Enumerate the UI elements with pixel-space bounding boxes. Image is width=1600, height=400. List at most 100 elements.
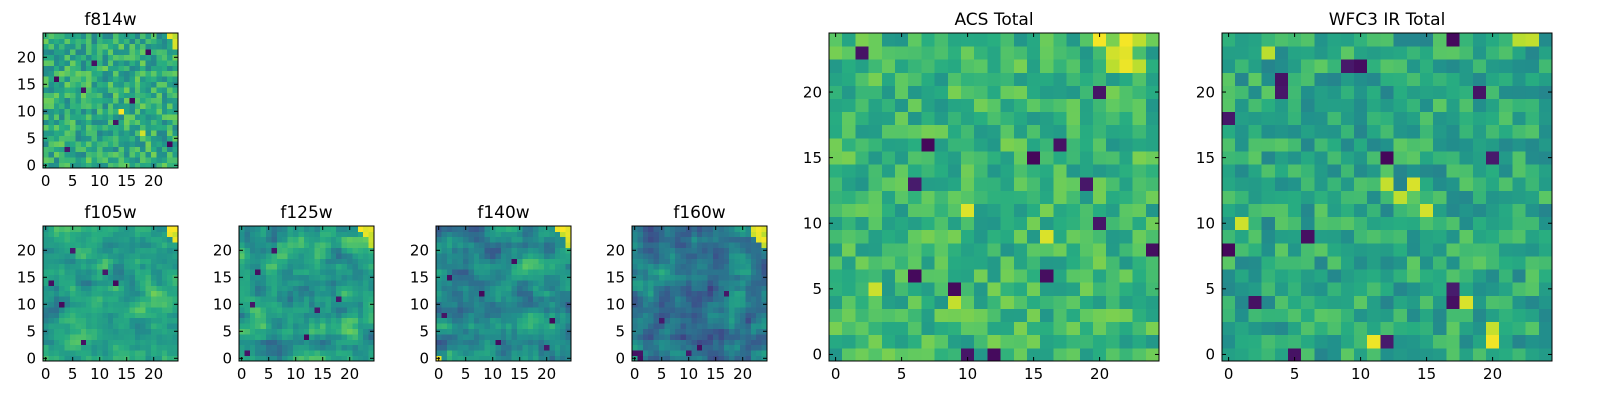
- heatmap-cell: [368, 317, 375, 324]
- heatmap-cell: [549, 226, 556, 232]
- heatmap-cell: [1027, 151, 1041, 165]
- heatmap-cell: [713, 323, 719, 329]
- heatmap-cell: [134, 253, 141, 259]
- heatmap-cell: [276, 280, 283, 286]
- heatmap-cell: [680, 263, 687, 270]
- heatmap-cell: [1433, 282, 1447, 296]
- heatmap-cell: [91, 269, 98, 275]
- heatmap-cell: [80, 312, 87, 319]
- heatmap-cell: [686, 231, 692, 238]
- heatmap-cell: [129, 92, 136, 99]
- heatmap-cell: [1459, 308, 1474, 323]
- heatmap-cell: [522, 312, 529, 319]
- heatmap-cell: [463, 301, 469, 308]
- heatmap-cell: [1525, 33, 1540, 47]
- heatmap-cell: [91, 258, 98, 265]
- heatmap-cell: [1053, 203, 1067, 218]
- heatmap-cell: [172, 60, 179, 66]
- heatmap-cell: [1261, 98, 1276, 113]
- heatmap-cell: [298, 231, 305, 238]
- heatmap-cell: [761, 344, 768, 351]
- heatmap-cell: [756, 274, 762, 281]
- heatmap-cell: [729, 274, 735, 281]
- heatmap-cell: [1459, 72, 1474, 86]
- x-tick-label: 10: [90, 365, 109, 383]
- heatmap-cell: [347, 247, 353, 254]
- heatmap-cell: [947, 334, 962, 349]
- heatmap-cell: [855, 229, 869, 244]
- heatmap-cell: [696, 312, 703, 319]
- heatmap-cell: [282, 269, 288, 275]
- heatmap-cell: [934, 295, 949, 309]
- heatmap-cell: [1274, 124, 1289, 139]
- heatmap-cell: [1472, 33, 1487, 47]
- heatmap-cell: [756, 301, 762, 308]
- heatmap-cell: [325, 328, 332, 335]
- heatmap-cell: [1106, 124, 1120, 139]
- heatmap-cell: [1222, 137, 1236, 152]
- heatmap-cell: [1486, 216, 1500, 231]
- heatmap-cell: [1132, 137, 1147, 152]
- heatmap-cell: [260, 328, 267, 335]
- heatmap-cell: [1079, 347, 1094, 362]
- heatmap-cell: [1433, 347, 1447, 362]
- heatmap-cell: [1288, 137, 1302, 152]
- heatmap-cell: [538, 350, 545, 356]
- heatmap-cell: [842, 321, 856, 336]
- heatmap-cell: [446, 274, 453, 281]
- heatmap-cell: [490, 236, 496, 243]
- heatmap-cell: [48, 290, 55, 297]
- heatmap-cell: [707, 274, 714, 281]
- heatmap-cell: [947, 203, 962, 218]
- heatmap-cell: [1248, 190, 1262, 204]
- heatmap-cell: [124, 323, 130, 329]
- heatmap-cell: [745, 274, 752, 281]
- heatmap-cell: [947, 269, 962, 283]
- heatmap-cell: [107, 162, 114, 169]
- heatmap-cell: [495, 328, 502, 335]
- heatmap-cell: [260, 247, 267, 254]
- heatmap-cell: [895, 137, 909, 152]
- heatmap-cell: [1093, 256, 1107, 270]
- heatmap-cell: [495, 258, 502, 265]
- heatmap-cell: [118, 43, 125, 50]
- heatmap-cell: [244, 285, 251, 292]
- heatmap-cell: [336, 226, 342, 232]
- heatmap-cell: [675, 339, 681, 346]
- heatmap-cell: [113, 108, 119, 115]
- x-tick-label: 0: [41, 172, 51, 190]
- heatmap-cell: [734, 296, 741, 302]
- heatmap-cell: [642, 269, 649, 275]
- heatmap-cell: [729, 307, 735, 313]
- heatmap-cell: [669, 253, 676, 259]
- heatmap-cell: [756, 263, 762, 270]
- heatmap-cell: [468, 258, 475, 265]
- heatmap-cell: [718, 301, 725, 308]
- heatmap-cell: [129, 103, 136, 109]
- heatmap-cell: [314, 285, 321, 292]
- heatmap-cell: [511, 269, 518, 275]
- heatmap-cell: [271, 290, 278, 297]
- heatmap-cell: [457, 334, 464, 340]
- heatmap-cell: [244, 355, 251, 362]
- heatmap-cell: [1145, 177, 1160, 191]
- heatmap-cell: [86, 350, 92, 356]
- heatmap-cell: [276, 247, 283, 254]
- heatmap-cell: [293, 253, 299, 259]
- heatmap-cell: [1301, 72, 1315, 86]
- heatmap-cell: [1261, 177, 1276, 191]
- heatmap-cell: [895, 308, 909, 323]
- heatmap-cell: [145, 231, 152, 238]
- heatmap-cell: [357, 285, 364, 292]
- heatmap-cell: [1301, 111, 1315, 126]
- heatmap-cell: [352, 236, 359, 243]
- heatmap-cell: [745, 355, 752, 362]
- x-tick-label: 0: [434, 365, 444, 383]
- heatmap-cell: [522, 339, 529, 346]
- heatmap-cell: [1538, 151, 1553, 165]
- heatmap-cell: [64, 296, 71, 302]
- heatmap-cell: [271, 263, 278, 270]
- heatmap-cell: [718, 231, 725, 238]
- heatmap-cell: [129, 65, 136, 72]
- heatmap-cell: [70, 231, 76, 238]
